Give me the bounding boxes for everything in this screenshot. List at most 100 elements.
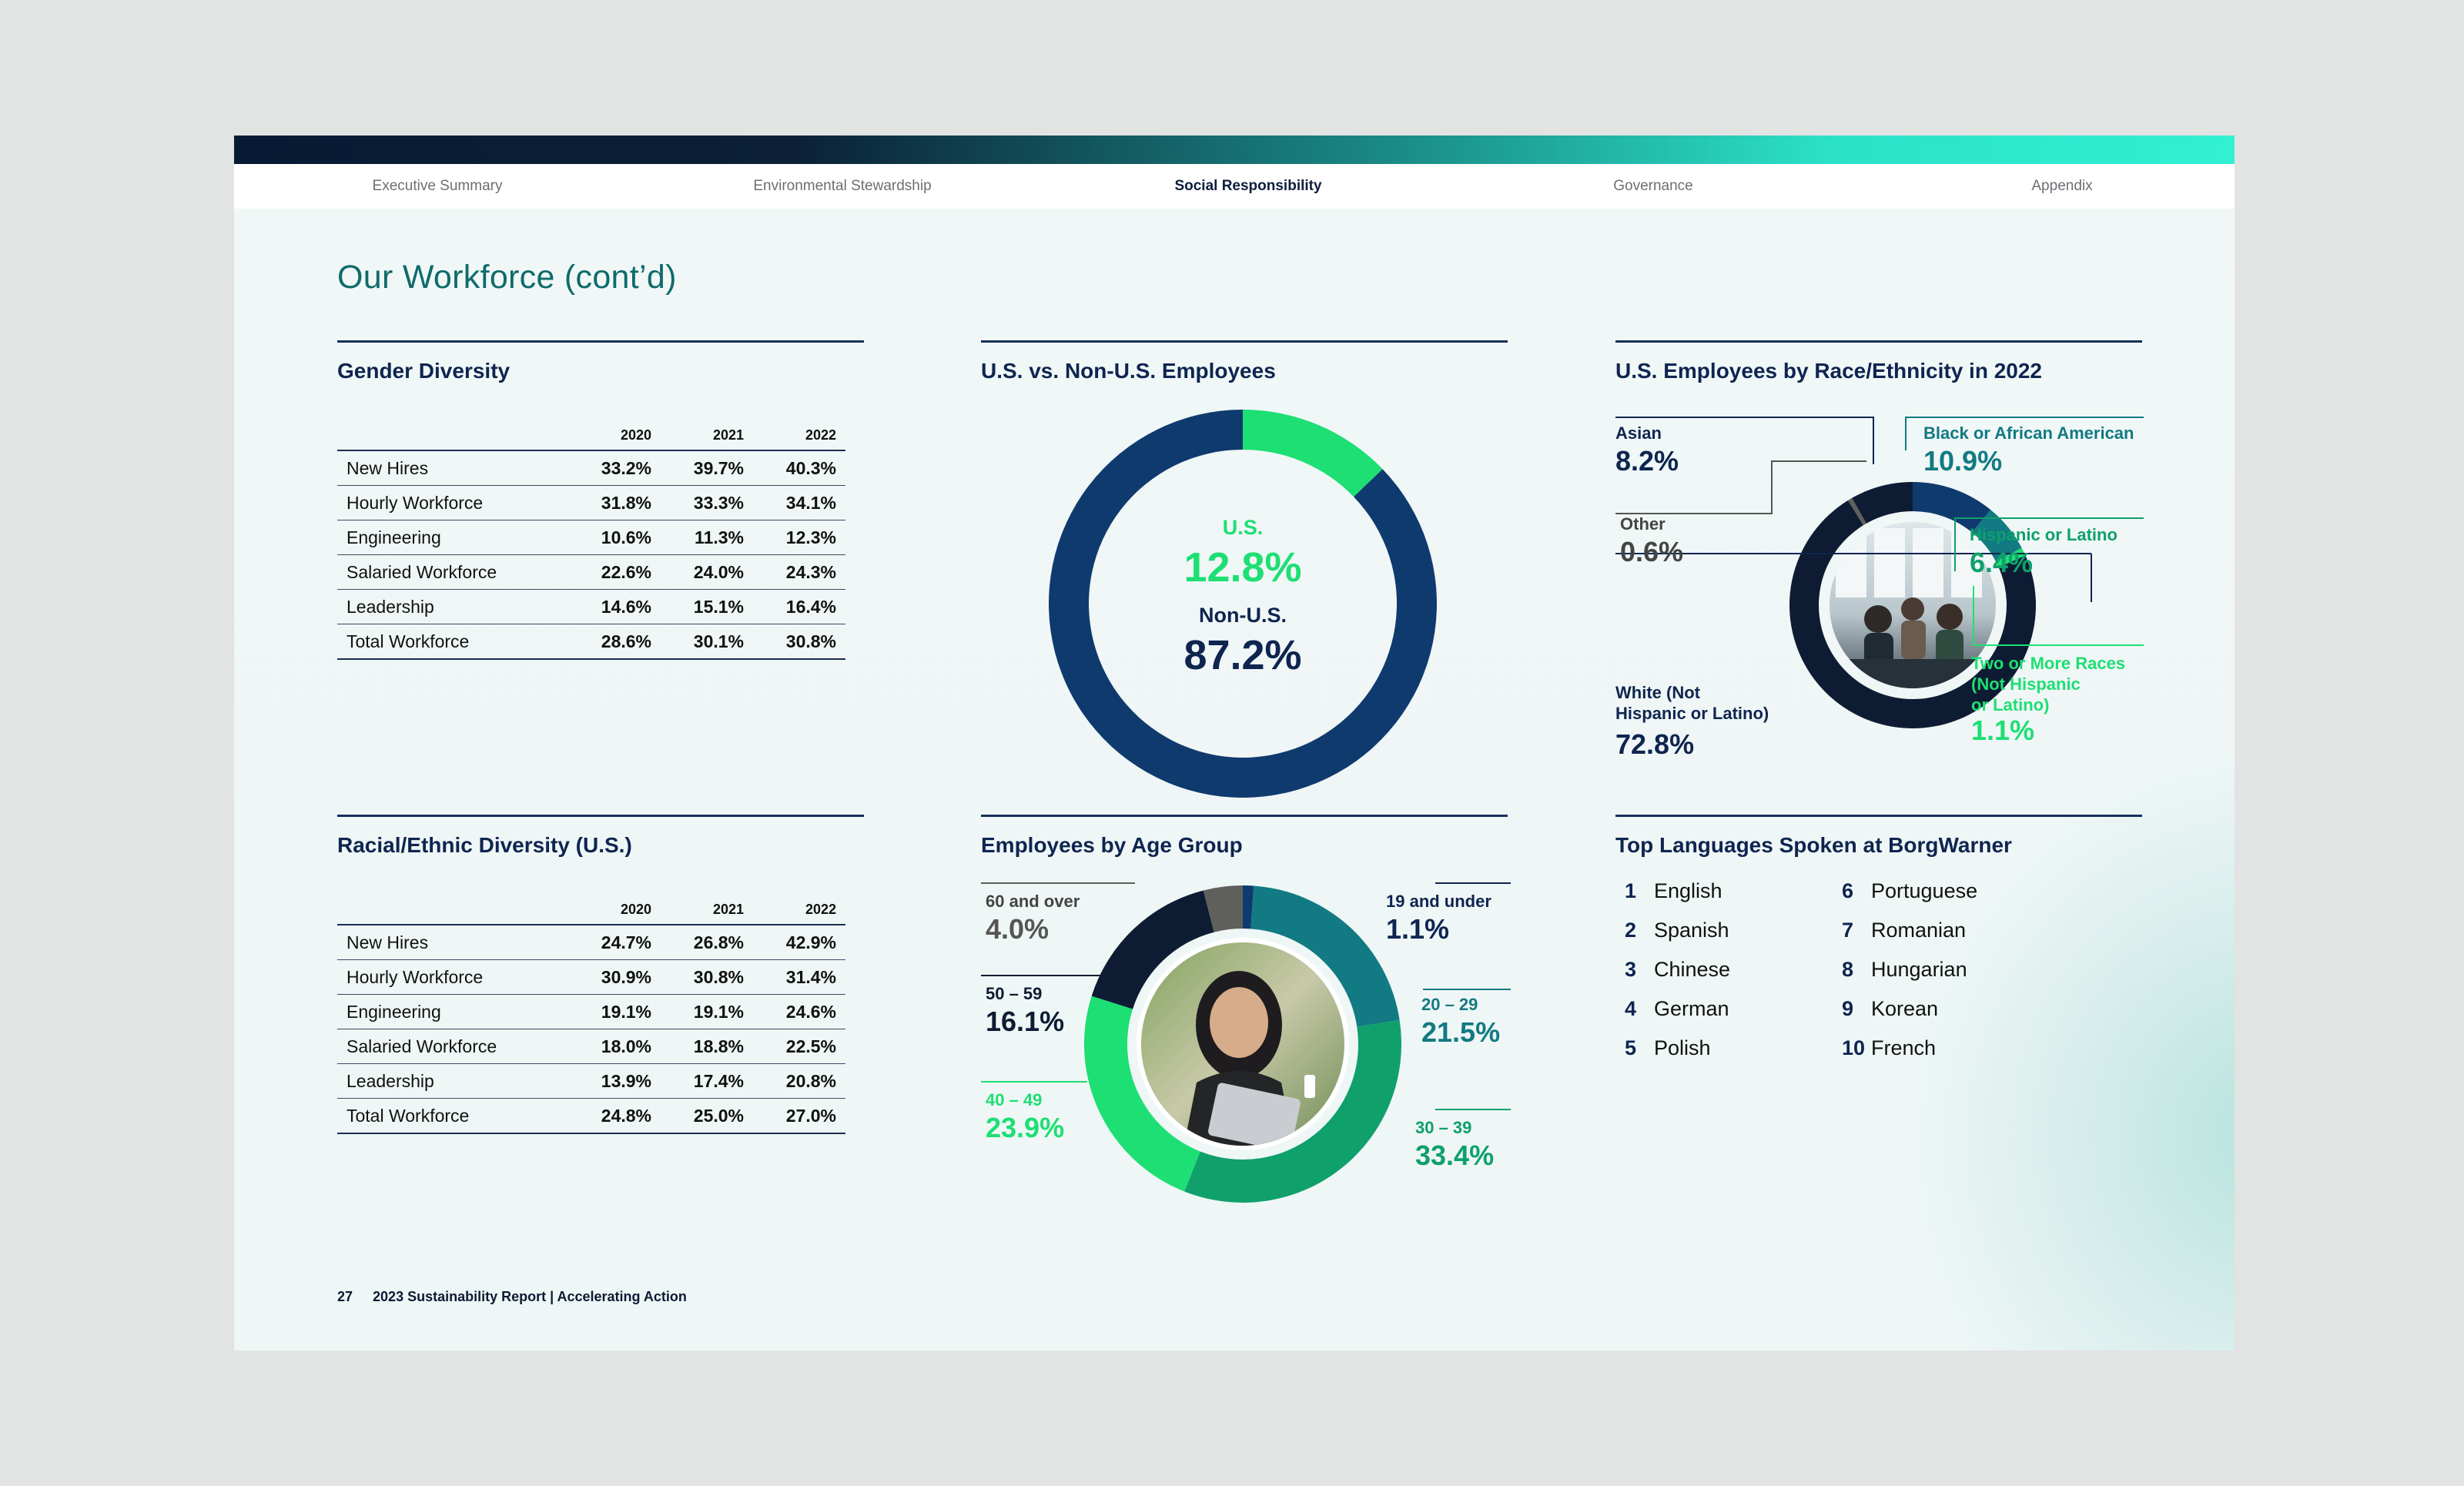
list-item: 5 Polish bbox=[1625, 1036, 1711, 1060]
language-name: French bbox=[1871, 1036, 1937, 1059]
table-row: New Hires 33.2% 39.7% 40.3% bbox=[337, 450, 845, 486]
section-rule bbox=[337, 815, 864, 817]
cell-value: 34.1% bbox=[744, 485, 845, 520]
cell-value: 30.8% bbox=[651, 959, 744, 995]
cell-value: 25.0% bbox=[651, 1098, 744, 1134]
us-value: 12.8% bbox=[1183, 544, 1302, 591]
table-row: New Hires 24.7% 26.8% 42.9% bbox=[337, 925, 845, 960]
donut-segment-19-and-under bbox=[1243, 885, 1254, 929]
row-label: Total Workforce bbox=[337, 624, 559, 660]
white-label: White (Not Hispanic or Latino) bbox=[1615, 682, 1769, 724]
cell-value: 24.7% bbox=[559, 925, 651, 960]
cell-value: 28.6% bbox=[559, 624, 651, 660]
age-50-label: 50 – 59 bbox=[986, 984, 1043, 1003]
hispanic-label: Hispanic or Latino bbox=[1970, 525, 2118, 544]
cell-value: 19.1% bbox=[559, 994, 651, 1029]
list-number: 4 bbox=[1625, 997, 1637, 1020]
age-19-label: 19 and under bbox=[1386, 892, 1491, 911]
two-races-label: Two or More Races (Not Hispanic or Latin… bbox=[1971, 653, 2125, 715]
year-header: 2022 bbox=[805, 427, 836, 443]
cell-value: 20.8% bbox=[744, 1063, 845, 1099]
cell-value: 30.9% bbox=[559, 959, 651, 995]
age-60-value: 4.0% bbox=[986, 913, 1050, 945]
employee-photo bbox=[1141, 942, 1344, 1146]
age-20-label: 20 – 29 bbox=[1421, 995, 1478, 1014]
list-item: 2 Spanish bbox=[1625, 919, 1729, 942]
hispanic-value: 6.4% bbox=[1970, 547, 2034, 578]
us-label: U.S. bbox=[1222, 516, 1264, 539]
page-footer: 27 2023 Sustainability Report | Accelerat… bbox=[337, 1289, 687, 1305]
table-row: Engineering 19.1% 19.1% 24.6% bbox=[337, 994, 845, 1029]
us-split-segments bbox=[1049, 410, 1437, 798]
nav-executive-summary[interactable]: Executive Summary bbox=[372, 178, 503, 194]
header-gradient-bar bbox=[234, 136, 2235, 164]
racial-diversity-table: 2020 2021 2022 New Hires 24.7% 26.8% 42.9% … bbox=[337, 895, 845, 1134]
racial-diversity-title: Racial/Ethnic Diversity (U.S.) bbox=[337, 833, 632, 857]
language-name: Polish bbox=[1654, 1036, 1711, 1059]
cell-value: 30.1% bbox=[651, 624, 744, 660]
cell-value: 24.3% bbox=[744, 554, 845, 590]
age-20-value: 21.5% bbox=[1421, 1016, 1501, 1048]
nav-governance[interactable]: Governance bbox=[1613, 178, 1693, 194]
table-row: Hourly Workforce 31.8% 33.3% 34.1% bbox=[337, 485, 845, 520]
section-rule bbox=[337, 340, 864, 343]
cell-value: 22.6% bbox=[559, 554, 651, 590]
leader-line bbox=[1423, 989, 1511, 990]
list-number: 1 bbox=[1625, 879, 1637, 902]
donut-segment-20-29 bbox=[1250, 885, 1400, 1027]
cell-value: 11.3% bbox=[651, 520, 744, 555]
list-item: 3 Chinese bbox=[1625, 958, 1730, 982]
table-row: Engineering 10.6% 11.3% 12.3% bbox=[337, 520, 845, 555]
table-row: Leadership 13.9% 17.4% 20.8% bbox=[337, 1063, 845, 1099]
cell-value: 33.2% bbox=[559, 450, 651, 486]
languages-title: Top Languages Spoken at BorgWarner bbox=[1615, 833, 2012, 857]
race-leader-lines bbox=[1615, 553, 2092, 602]
nonus-value: 87.2% bbox=[1183, 632, 1302, 678]
list-number: 3 bbox=[1625, 958, 1637, 981]
cell-value: 14.6% bbox=[559, 589, 651, 624]
cell-value: 13.9% bbox=[559, 1063, 651, 1099]
row-label: Hourly Workforce bbox=[337, 959, 559, 995]
year-header: 2020 bbox=[620, 427, 651, 443]
leader-line bbox=[1771, 460, 1866, 462]
gender-diversity-table: 2020 2021 2022 New Hires 33.2% 39.7% 40.3% … bbox=[337, 420, 845, 660]
gender-diversity-title: Gender Diversity bbox=[337, 359, 511, 383]
leader-line bbox=[1615, 417, 1874, 418]
age-40-value: 23.9% bbox=[986, 1112, 1065, 1143]
list-number: 10 bbox=[1842, 1036, 1866, 1059]
other-value: 0.6% bbox=[1620, 536, 1684, 567]
donut-segment-40-49 bbox=[1084, 996, 1200, 1192]
donut-segment-60-and-over bbox=[1203, 885, 1243, 932]
leader-line bbox=[1615, 513, 1773, 514]
leader-line bbox=[1771, 460, 1773, 514]
year-header: 2021 bbox=[712, 901, 744, 917]
list-item: 7 Romanian bbox=[1842, 919, 1966, 942]
list-number: 8 bbox=[1842, 958, 1854, 981]
nav-social-responsibility[interactable]: Social Responsibility bbox=[1174, 178, 1322, 194]
nav-environmental-stewardship[interactable]: Environmental Stewardship bbox=[753, 178, 932, 194]
leader-line bbox=[1954, 517, 1956, 571]
section-rule bbox=[1615, 340, 2142, 343]
row-label: Total Workforce bbox=[337, 1098, 559, 1134]
age-30-label: 30 – 39 bbox=[1415, 1118, 1472, 1137]
race-segments bbox=[1789, 482, 2036, 728]
row-label: Salaried Workforce bbox=[337, 1029, 559, 1064]
leader-line bbox=[1873, 417, 1874, 464]
table-row: Total Workforce 28.6% 30.1% 30.8% bbox=[337, 624, 845, 660]
language-name: Chinese bbox=[1654, 958, 1731, 981]
leader-line bbox=[981, 882, 1135, 884]
cell-value: 27.0% bbox=[744, 1098, 845, 1134]
table-row: Total Workforce 24.8% 25.0% 27.0% bbox=[337, 1098, 845, 1134]
year-header: 2020 bbox=[620, 901, 651, 917]
cell-value: 33.3% bbox=[651, 485, 744, 520]
leader-line bbox=[1905, 417, 2144, 418]
list-item: 9 Korean bbox=[1842, 997, 1938, 1021]
leader-line bbox=[1954, 517, 2144, 519]
language-name: Hungarian bbox=[1871, 958, 1967, 981]
two-races-label-line: Two or More Races bbox=[1971, 654, 2126, 673]
black-value: 10.9% bbox=[1923, 445, 2003, 477]
cell-value: 26.8% bbox=[651, 925, 744, 960]
nav-appendix[interactable]: Appendix bbox=[2031, 178, 2093, 194]
page-title: Our Workforce (cont’d) bbox=[337, 259, 677, 296]
list-item: 1 English bbox=[1625, 879, 1722, 903]
